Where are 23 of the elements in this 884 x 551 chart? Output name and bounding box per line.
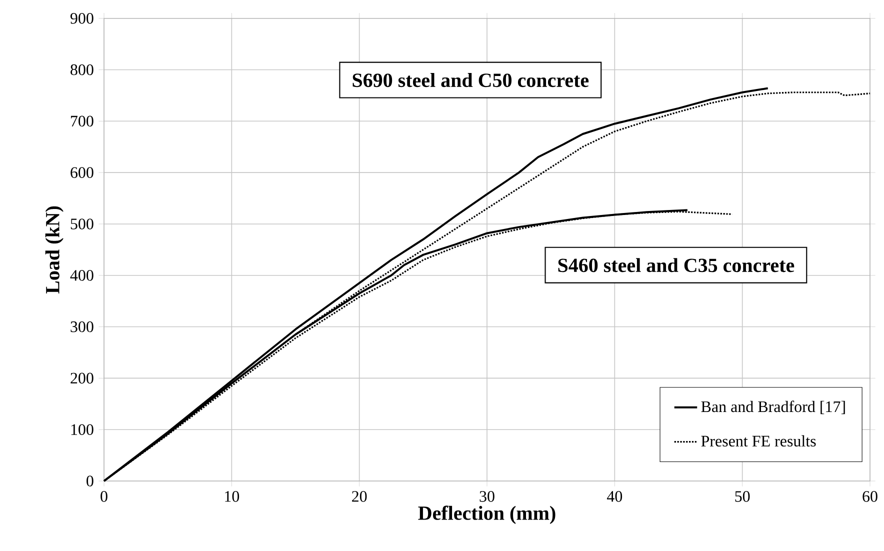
y-tick-label: 300 — [70, 321, 94, 332]
y-axis-title: Load (kN) — [45, 206, 64, 294]
y-tick-label: 200 — [70, 372, 94, 384]
x-tick-label: 20 — [352, 491, 367, 502]
annotation: S690 steel and C50 concrete — [352, 73, 589, 88]
y-tick-label: 500 — [70, 218, 94, 230]
y-tick-label: 800 — [70, 64, 94, 76]
y-tick-label: 0 — [86, 476, 94, 486]
y-tick-label: 400 — [70, 270, 94, 281]
x-tick-label: 0 — [100, 491, 108, 502]
x-tick-label: 50 — [735, 491, 750, 502]
y-tick-label: 900 — [70, 12, 94, 24]
x-axis-title: Deflection (mm) — [418, 506, 556, 524]
legend-label: Ban and Bradford [17] — [701, 400, 845, 414]
x-tick-label: 30 — [480, 491, 494, 502]
annotation: S460 steel and C35 concrete — [558, 258, 794, 272]
x-tick-label: 10 — [225, 491, 240, 502]
x-tick-label: 40 — [606, 491, 622, 502]
legend-label: Present FE results — [701, 435, 816, 447]
y-tick-label: 700 — [71, 116, 94, 127]
y-tick-label: 100 — [71, 424, 94, 435]
x-tick-label: 60 — [862, 491, 878, 502]
y-tick-label: 600 — [70, 167, 94, 178]
